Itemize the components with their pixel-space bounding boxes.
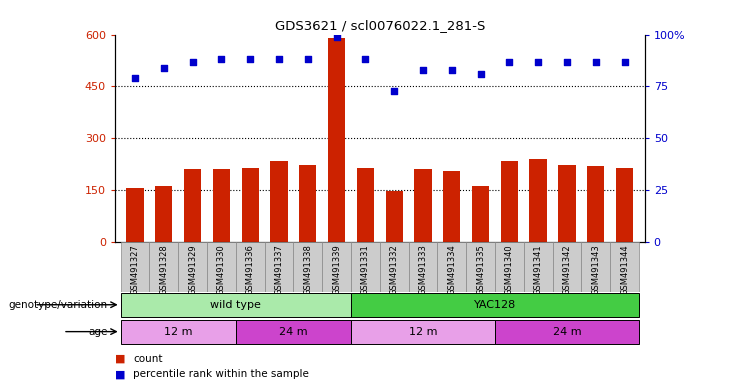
Bar [270,161,288,242]
Text: count: count [133,354,163,364]
FancyBboxPatch shape [236,320,351,344]
FancyBboxPatch shape [322,242,351,292]
FancyBboxPatch shape [293,242,322,292]
Point [158,65,170,71]
Text: GSM491339: GSM491339 [332,245,341,295]
Text: wild type: wild type [210,300,262,310]
Text: ■: ■ [115,354,129,364]
FancyBboxPatch shape [207,242,236,292]
FancyBboxPatch shape [121,242,150,292]
FancyBboxPatch shape [582,242,610,292]
Point [417,67,429,73]
FancyBboxPatch shape [351,242,380,292]
Point [245,56,256,63]
Point [359,56,371,63]
Text: GSM491335: GSM491335 [476,245,485,295]
Bar [184,169,202,242]
Point [302,56,313,63]
Title: GDS3621 / scl0076022.1_281-S: GDS3621 / scl0076022.1_281-S [275,19,485,32]
FancyBboxPatch shape [408,242,437,292]
Text: 12 m: 12 m [164,327,193,337]
Point [388,88,400,94]
FancyBboxPatch shape [265,242,293,292]
Bar [127,189,144,242]
FancyBboxPatch shape [178,242,207,292]
Bar [213,169,230,242]
Point [129,75,141,81]
FancyBboxPatch shape [121,293,351,317]
Text: GSM491342: GSM491342 [562,245,571,295]
FancyBboxPatch shape [351,293,639,317]
Point [619,58,631,65]
Bar [472,185,489,242]
Bar [155,185,173,242]
Text: GSM491337: GSM491337 [274,245,284,295]
Point [503,58,515,65]
Point [561,58,573,65]
Bar [501,161,518,242]
Point [187,58,199,65]
Text: percentile rank within the sample: percentile rank within the sample [133,369,309,379]
Text: ■: ■ [115,369,129,379]
Point [273,56,285,63]
Text: 24 m: 24 m [553,327,581,337]
Text: GSM491330: GSM491330 [217,245,226,295]
Text: age: age [88,327,107,337]
Point [446,67,458,73]
FancyBboxPatch shape [150,242,178,292]
Point [330,33,342,40]
Bar [242,168,259,242]
Point [590,58,602,65]
Text: GSM491343: GSM491343 [591,245,600,295]
FancyBboxPatch shape [437,242,466,292]
Text: YAC128: YAC128 [473,300,516,310]
Bar [558,165,576,242]
Text: GSM491327: GSM491327 [130,245,139,295]
Text: GSM491333: GSM491333 [419,245,428,295]
Bar [414,169,431,242]
Point [475,71,487,77]
Text: GSM491334: GSM491334 [448,245,456,295]
Text: genotype/variation: genotype/variation [8,300,107,310]
Point [216,56,227,63]
FancyBboxPatch shape [524,242,553,292]
FancyBboxPatch shape [495,242,524,292]
Bar [587,166,605,242]
Bar [299,165,316,242]
Text: 12 m: 12 m [409,327,437,337]
Text: 24 m: 24 m [279,327,308,337]
Text: GSM491338: GSM491338 [303,245,312,295]
Text: GSM491332: GSM491332 [390,245,399,295]
Text: GSM491344: GSM491344 [620,245,629,295]
Text: GSM491331: GSM491331 [361,245,370,295]
Text: GSM491340: GSM491340 [505,245,514,295]
Bar [328,38,345,242]
FancyBboxPatch shape [466,242,495,292]
FancyBboxPatch shape [121,320,236,344]
FancyBboxPatch shape [553,242,582,292]
Bar [443,171,460,242]
Text: GSM491341: GSM491341 [534,245,542,295]
Bar [530,159,547,242]
FancyBboxPatch shape [380,242,408,292]
Bar [385,191,403,242]
Text: GSM491336: GSM491336 [246,245,255,295]
Text: GSM491329: GSM491329 [188,245,197,295]
FancyBboxPatch shape [610,242,639,292]
Bar [616,168,633,242]
Bar [356,168,374,242]
FancyBboxPatch shape [495,320,639,344]
Point [532,58,544,65]
FancyBboxPatch shape [236,242,265,292]
Text: GSM491328: GSM491328 [159,245,168,295]
FancyBboxPatch shape [351,320,495,344]
